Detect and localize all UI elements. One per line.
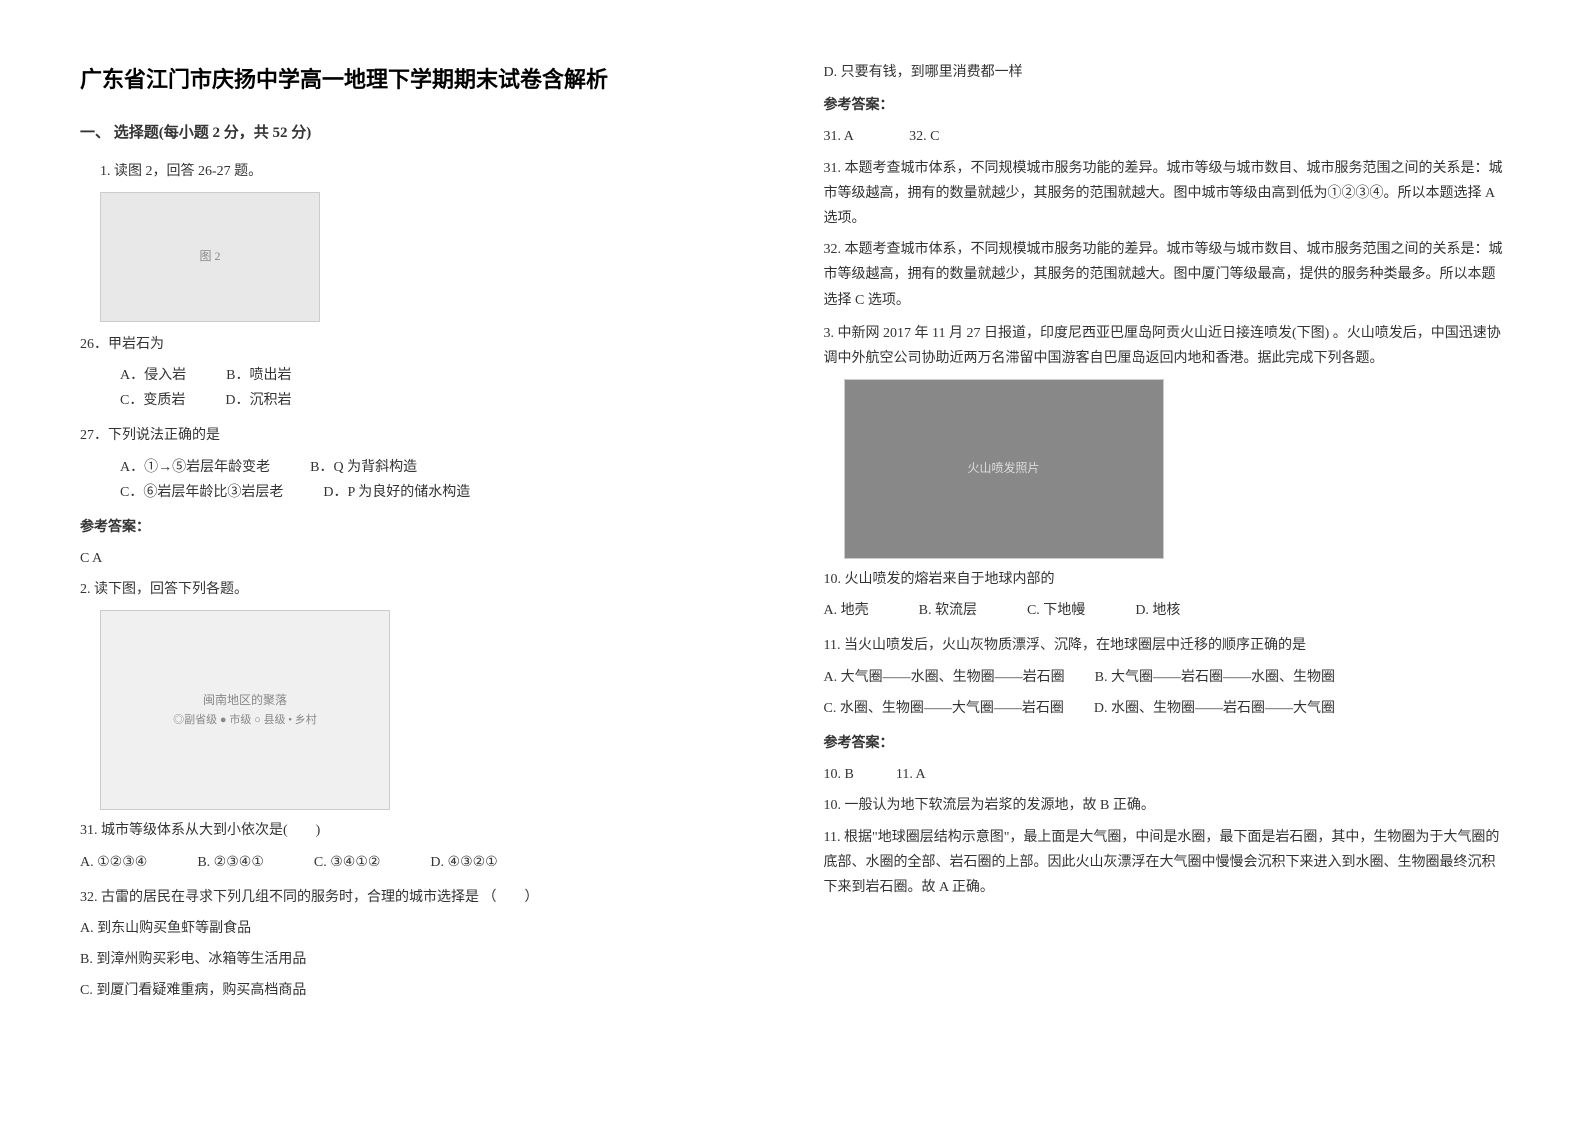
q10-option-b: B. 软流层: [919, 598, 977, 623]
section-header: 一、 选择题(每小题 2 分，共 52 分): [80, 120, 764, 147]
q10-option-d: D. 地核: [1135, 598, 1180, 623]
right-column: D. 只要有钱，到哪里消费都一样 参考答案： 31. A 32. C 31. 本…: [794, 60, 1538, 1062]
q26-option-c: C．变质岩: [120, 388, 185, 413]
q26-option-b: B．喷出岩: [226, 363, 291, 388]
q27-option-b: B．Q 为背斜构造: [310, 455, 417, 480]
question-1-intro: 1. 读图 2，回答 26-27 题。 图 2: [80, 159, 764, 322]
q31-option-b: B. ②③④①: [197, 850, 264, 875]
answer-label-3: 参考答案：: [824, 731, 1508, 756]
q26-option-a: A．侵入岩: [120, 363, 186, 388]
q10-stem: 10. 火山喷发的熔岩来自于地球内部的: [824, 567, 1508, 592]
question-10: 10. 火山喷发的熔岩来自于地球内部的 A. 地壳 B. 软流层 C. 下地幔 …: [824, 567, 1508, 623]
answer-label-2: 参考答案：: [824, 93, 1508, 118]
q31-option-c: C. ③④①②: [314, 850, 381, 875]
q31-option-a: A. ①②③④: [80, 850, 147, 875]
left-column: 广东省江门市庆扬中学高一地理下学期期末试卷含解析 一、 选择题(每小题 2 分，…: [50, 60, 794, 1062]
q32-option-d: D. 只要有钱，到哪里消费都一样: [824, 60, 1508, 85]
question-26: 26．甲岩石为 A．侵入岩 B．喷出岩 C．变质岩 D．沉积岩: [80, 332, 764, 414]
q11-option-a: A. 大气圈——水圈、生物圈——岩石圈: [824, 665, 1065, 690]
q27-stem: 27．下列说法正确的是: [80, 423, 764, 448]
q31-option-d: D. ④③②①: [430, 850, 497, 875]
figure-2-map: 闽南地区的聚落 ◎副省级 ● 市级 ○ 县级 • 乡村: [100, 610, 390, 810]
q32-option-a: A. 到东山购买鱼虾等副食品: [80, 916, 764, 941]
q32-option-b: B. 到漳州购买彩电、冰箱等生活用品: [80, 947, 764, 972]
q27-option-a: A．①→⑤岩层年龄变老: [120, 455, 270, 480]
q27-option-c: C．⑥岩层年龄比③岩层老: [120, 480, 283, 505]
q31-stem: 31. 城市等级体系从大到小依次是( ): [80, 818, 764, 843]
document-title: 广东省江门市庆扬中学高一地理下学期期末试卷含解析: [80, 60, 764, 100]
q11-option-d: D. 水圈、生物圈——岩石圈——大气圈: [1094, 696, 1335, 721]
answer-ca: C A: [80, 546, 764, 571]
question-31: 31. 城市等级体系从大到小依次是( ) A. ①②③④ B. ②③④① C. …: [80, 818, 764, 874]
q32-stem: 32. 古雷的居民在寻求下列几组不同的服务时，合理的城市选择是 （ ）: [80, 885, 764, 910]
answer-10-11: 10. B 11. A: [824, 762, 1508, 787]
q1-text: 1. 读图 2，回答 26-27 题。: [80, 159, 764, 184]
figure-1-geology: 图 2: [100, 192, 320, 322]
question-27: 27．下列说法正确的是 A．①→⑤岩层年龄变老 B．Q 为背斜构造 C．⑥岩层年…: [80, 423, 764, 505]
answer-31-32: 31. A 32. C: [824, 124, 1508, 149]
question-11: 11. 当火山喷发后，火山灰物质漂浮、沉降，在地球圈层中迁移的顺序正确的是 A.…: [824, 633, 1508, 721]
q32-option-c: C. 到厦门看疑难重病，购买高档商品: [80, 978, 764, 1003]
q10-option-a: A. 地壳: [824, 598, 869, 623]
q11-stem: 11. 当火山喷发后，火山灰物质漂浮、沉降，在地球圈层中迁移的顺序正确的是: [824, 633, 1508, 658]
explanation-10: 10. 一般认为地下软流层为岩浆的发源地，故 B 正确。: [824, 793, 1508, 818]
explanation-31: 31. 本题考查城市体系，不同规模城市服务功能的差异。城市等级与城市数目、城市服…: [824, 156, 1508, 232]
fig3-alt: 火山喷发照片: [967, 458, 1039, 480]
explanation-32: 32. 本题考查城市体系，不同规模城市服务功能的差异。城市等级与城市数目、城市服…: [824, 237, 1508, 313]
q26-option-d: D．沉积岩: [225, 388, 291, 413]
q11-option-c: C. 水圈、生物圈——大气圈——岩石圈: [824, 696, 1064, 721]
q27-option-d: D．P 为良好的储水构造: [323, 480, 470, 505]
q11-option-b: B. 大气圈——岩石圈——水圈、生物圈: [1095, 665, 1335, 690]
fig2-legend: ◎副省级 ● 市级 ○ 县级 • 乡村: [173, 711, 317, 731]
q26-stem: 26．甲岩石为: [80, 332, 764, 357]
q3-intro: 3. 中新网 2017 年 11 月 27 日报道，印度尼西亚巴厘岛阿贡火山近日…: [824, 321, 1508, 371]
figure-1-caption: 图 2: [199, 246, 220, 268]
answer-label-1: 参考答案：: [80, 515, 764, 540]
q2-intro: 2. 读下图，回答下列各题。: [80, 577, 764, 602]
question-32: 32. 古雷的居民在寻求下列几组不同的服务时，合理的城市选择是 （ ） A. 到…: [80, 885, 764, 1004]
explanation-11: 11. 根据"地球圈层结构示意图"，最上面是大气圈，中间是水圈，最下面是岩石圈，…: [824, 825, 1508, 901]
figure-3-volcano: 火山喷发照片: [844, 379, 1164, 559]
fig2-title: 闽南地区的聚落: [173, 690, 317, 712]
q10-option-c: C. 下地幔: [1027, 598, 1085, 623]
